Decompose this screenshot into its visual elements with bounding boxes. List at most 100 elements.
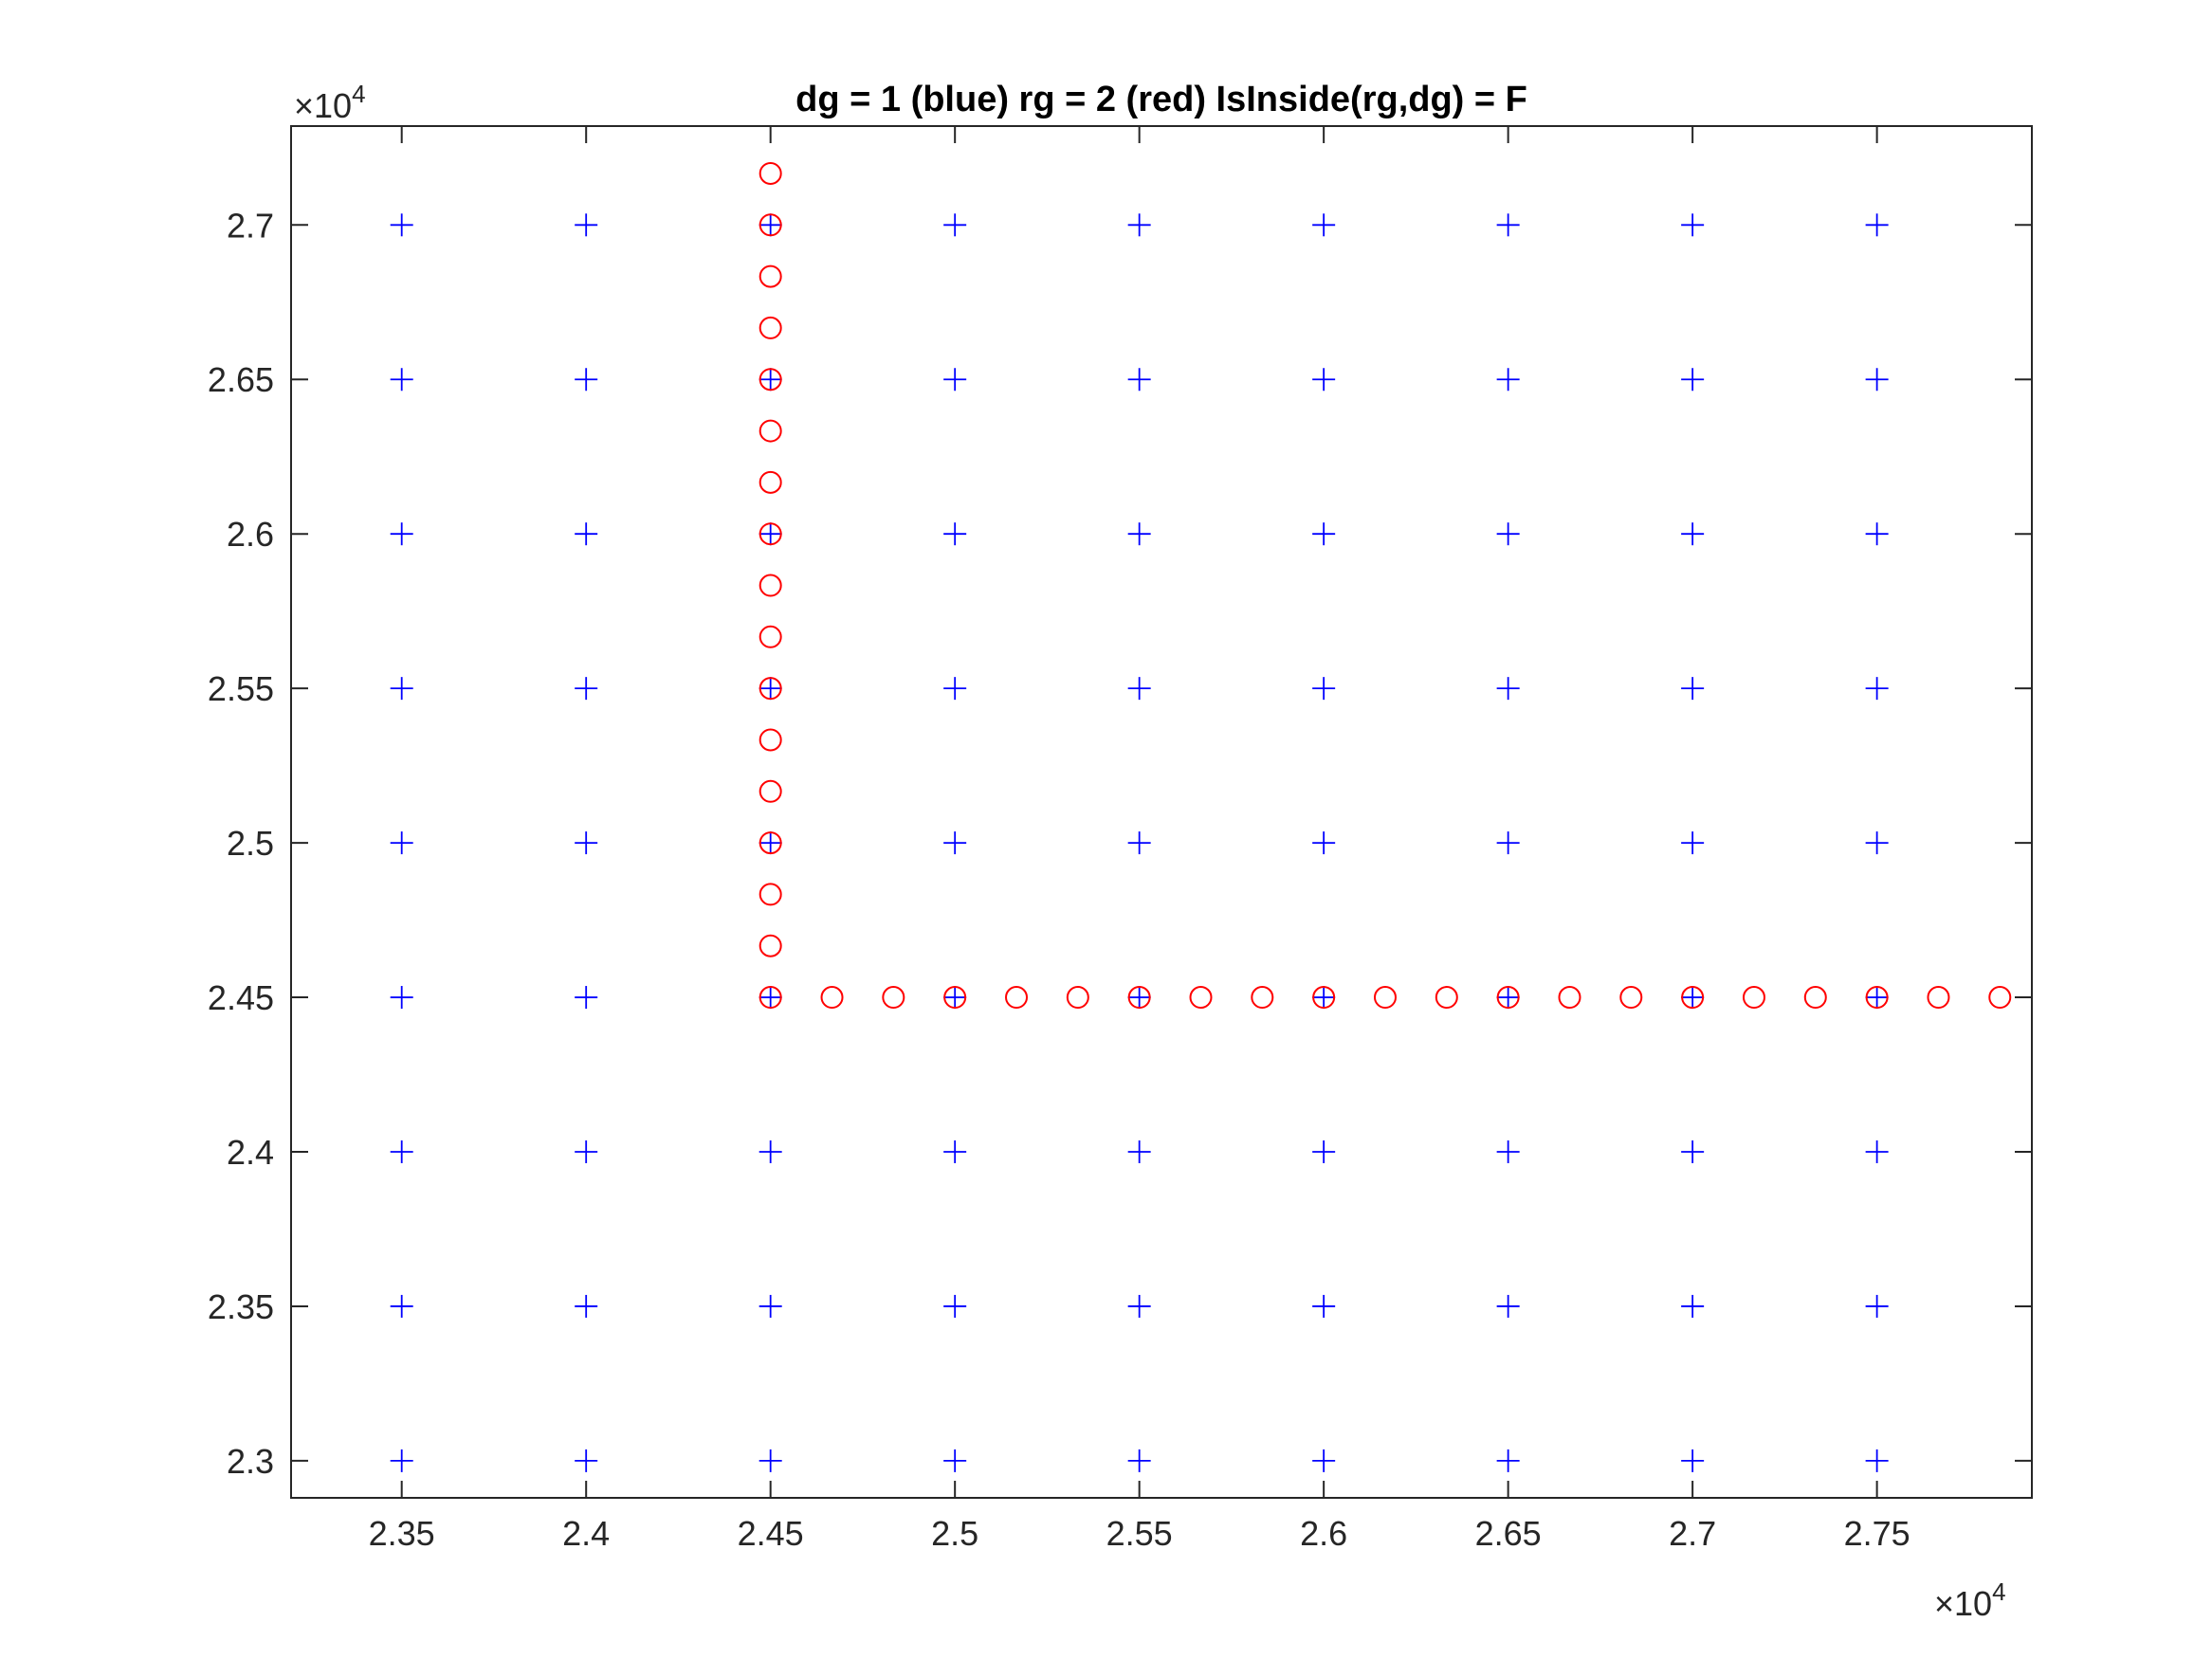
blue-plus-marker <box>1496 368 1520 392</box>
axes-background <box>291 126 2032 1498</box>
x-exponent-label: ×104 <box>1934 1577 2006 1623</box>
x-tick-label: 2.6 <box>1300 1514 1347 1553</box>
red-circle-marker <box>759 779 782 803</box>
red-circle-marker <box>1005 986 1029 1010</box>
blue-plus-marker <box>575 213 598 237</box>
blue-plus-marker <box>1312 522 1336 546</box>
blue-plus-marker <box>1127 677 1151 701</box>
blue-plus-marker <box>1127 986 1151 1010</box>
y-tick-label: 2.4 <box>227 1133 274 1172</box>
blue-plus-marker <box>943 831 967 855</box>
x-tick-label: 2.35 <box>369 1514 435 1553</box>
blue-plus-marker <box>1312 368 1336 392</box>
y-tick-label: 2.35 <box>208 1287 274 1326</box>
blue-plus-marker <box>943 986 967 1010</box>
x-exponent-power: 4 <box>1992 1577 2005 1606</box>
blue-plus-marker <box>759 677 782 701</box>
blue-plus-marker <box>759 831 782 855</box>
blue-plus-marker <box>1865 213 1889 237</box>
blue-plus-marker <box>759 1139 782 1163</box>
blue-plus-marker <box>1496 522 1520 546</box>
blue-plus-marker <box>575 986 598 1010</box>
x-tick-label: 2.55 <box>1106 1514 1173 1553</box>
blue-plus-marker <box>943 677 967 701</box>
blue-plus-marker <box>1127 1139 1151 1163</box>
blue-plus-marker <box>1681 831 1705 855</box>
red-circle-marker <box>759 574 782 597</box>
blue-plus-marker <box>1312 831 1336 855</box>
blue-plus-marker <box>1312 213 1336 237</box>
blue-plus-marker <box>575 677 598 701</box>
blue-plus-marker <box>1127 1449 1151 1472</box>
svg-text:×104: ×104 <box>294 80 366 125</box>
blue-plus-marker <box>1865 986 1889 1010</box>
red-circle-marker <box>1373 986 1397 1010</box>
blue-plus-marker <box>1496 1139 1520 1163</box>
blue-plus-marker <box>1681 368 1705 392</box>
red-circle-marker <box>1189 986 1213 1010</box>
red-circle-marker <box>1312 986 1336 1010</box>
red-circle-marker <box>1127 986 1151 1010</box>
blue-plus-marker <box>1496 831 1520 855</box>
y-tick-label: 2.3 <box>227 1442 274 1481</box>
blue-plus-marker <box>943 1139 967 1163</box>
x-tick-label: 2.7 <box>1669 1514 1716 1553</box>
blue-plus-marker <box>1127 213 1151 237</box>
red-circle-marker <box>759 831 782 855</box>
blue-plus-marker <box>1865 368 1889 392</box>
blue-plus-marker <box>1681 677 1705 701</box>
red-circle-marker <box>1251 986 1274 1010</box>
red-circle-marker <box>759 883 782 906</box>
blue-plus-marker <box>1681 1139 1705 1163</box>
y-tick-label: 2.7 <box>227 206 274 245</box>
red-circle-marker <box>759 934 782 957</box>
blue-plus-marker <box>1127 1294 1151 1318</box>
blue-plus-marker <box>390 213 413 237</box>
blue-plus-marker <box>1681 213 1705 237</box>
blue-plus-marker <box>1312 1294 1336 1318</box>
red-circle-marker <box>759 161 782 185</box>
blue-plus-marker <box>575 831 598 855</box>
y-tick-label: 2.55 <box>208 669 274 708</box>
red-circle-marker <box>759 316 782 339</box>
blue-plus-marker <box>943 522 967 546</box>
svg-text:×104: ×104 <box>1934 1577 2006 1623</box>
red-circle-marker <box>759 213 782 237</box>
x-tick-label: 2.4 <box>562 1514 610 1553</box>
blue-plus-marker <box>575 1139 598 1163</box>
blue-plus-marker <box>390 986 413 1010</box>
blue-plus-marker <box>759 368 782 392</box>
blue-plus-marker <box>390 1449 413 1472</box>
red-circle-marker <box>1865 986 1889 1010</box>
red-circle-marker <box>1681 986 1705 1010</box>
red-circle-marker <box>1803 986 1827 1010</box>
x-tick-label: 2.75 <box>1844 1514 1910 1553</box>
blue-plus-marker <box>390 1294 413 1318</box>
blue-plus-marker <box>1312 1449 1336 1472</box>
blue-plus-marker <box>1496 986 1520 1010</box>
y-exponent-power: 4 <box>352 80 365 108</box>
blue-plus-marker <box>1312 677 1336 701</box>
blue-plus-marker <box>943 368 967 392</box>
blue-plus-marker <box>759 213 782 237</box>
x-tick-label: 2.45 <box>738 1514 804 1553</box>
y-tick-label: 2.65 <box>208 360 274 399</box>
red-circle-marker <box>1619 986 1643 1010</box>
blue-plus-marker <box>1681 1294 1705 1318</box>
tick-labels: 2.35 2.4 2.45 2.5 2.55 2.6 2.65 2.7 2.75 2.3 2.35 2… <box>208 206 1910 1553</box>
blue-plus-marker <box>1865 677 1889 701</box>
blue-plus-marker <box>1127 368 1151 392</box>
blue-plus-marker <box>1312 986 1336 1010</box>
red-circle-marker <box>1742 986 1765 1010</box>
blue-series-dg <box>390 213 1889 1472</box>
red-circle-marker <box>759 522 782 546</box>
red-circle-marker <box>759 986 782 1010</box>
blue-plus-marker <box>390 831 413 855</box>
red-circle-marker <box>759 419 782 443</box>
y-exponent-label: ×104 <box>294 80 366 125</box>
red-circle-marker <box>759 677 782 701</box>
red-series-rg <box>759 161 2012 1010</box>
red-circle-marker <box>759 368 782 392</box>
